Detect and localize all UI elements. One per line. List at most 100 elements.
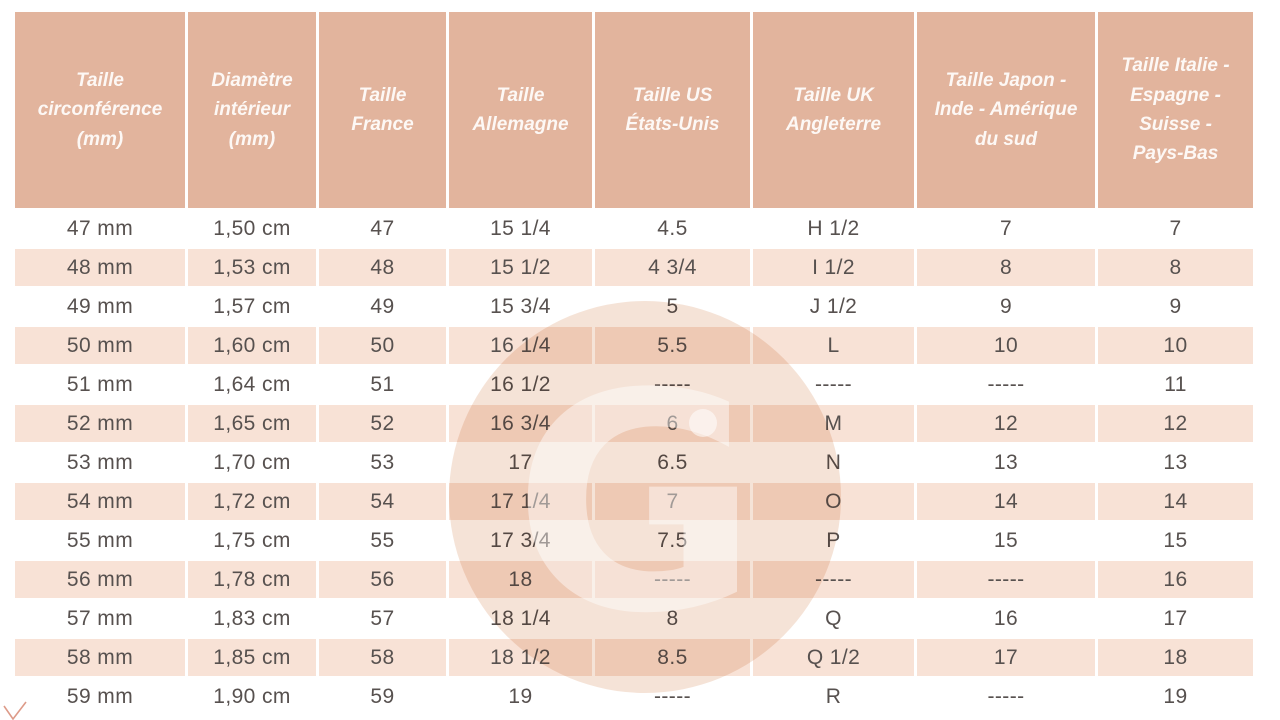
table-cell: 10 bbox=[917, 327, 1095, 364]
table-cell: 1,83 cm bbox=[188, 600, 316, 637]
table-cell: I 1/2 bbox=[753, 249, 914, 286]
table-cell: 13 bbox=[917, 444, 1095, 481]
table-cell: 49 mm bbox=[15, 288, 185, 325]
table-cell: 58 bbox=[319, 639, 446, 676]
table-cell: J 1/2 bbox=[753, 288, 914, 325]
table-cell: Q 1/2 bbox=[753, 639, 914, 676]
table-cell: ----- bbox=[917, 561, 1095, 598]
table-cell: O bbox=[753, 483, 914, 520]
table-cell: 56 mm bbox=[15, 561, 185, 598]
table-cell: 1,60 cm bbox=[188, 327, 316, 364]
table-cell: 15 1/4 bbox=[449, 210, 592, 247]
table-row: 52 mm 1,65 cm 52 16 3/4 6 M 12 12 bbox=[15, 405, 1253, 442]
table-cell: 17 1/4 bbox=[449, 483, 592, 520]
table-cell: 16 1/2 bbox=[449, 366, 592, 403]
table-row: 54 mm 1,72 cm 54 17 1/4 7 O 14 14 bbox=[15, 483, 1253, 520]
column-header: Taille UK Angleterre bbox=[753, 12, 914, 208]
table-cell: ----- bbox=[595, 678, 750, 715]
table-cell: 53 mm bbox=[15, 444, 185, 481]
table-cell: ----- bbox=[595, 366, 750, 403]
table-cell: 53 bbox=[319, 444, 446, 481]
table-cell: 9 bbox=[917, 288, 1095, 325]
table-cell: 1,78 cm bbox=[188, 561, 316, 598]
table-row: 51 mm 1,64 cm 51 16 1/2 ----- ----- ----- 11 bbox=[15, 366, 1253, 403]
table-cell: 54 bbox=[319, 483, 446, 520]
table-cell: 9 bbox=[1098, 288, 1253, 325]
table-cell: 11 bbox=[1098, 366, 1253, 403]
table-cell: 5.5 bbox=[595, 327, 750, 364]
table-cell: N bbox=[753, 444, 914, 481]
table-cell: 17 3/4 bbox=[449, 522, 592, 559]
table-cell: 54 mm bbox=[15, 483, 185, 520]
table-cell: 18 1/4 bbox=[449, 600, 592, 637]
table-cell: 5 bbox=[595, 288, 750, 325]
table-cell: 47 bbox=[319, 210, 446, 247]
table-cell: ----- bbox=[753, 561, 914, 598]
table-cell: 7 bbox=[595, 483, 750, 520]
table-cell: 16 1/4 bbox=[449, 327, 592, 364]
table-row: 47 mm 1,50 cm 47 15 1/4 4.5 H 1/2 7 7 bbox=[15, 210, 1253, 247]
table-cell: 6.5 bbox=[595, 444, 750, 481]
column-header: Taille circonférence (mm) bbox=[15, 12, 185, 208]
table-cell: 16 3/4 bbox=[449, 405, 592, 442]
table-cell: 7.5 bbox=[595, 522, 750, 559]
table-cell: 18 1/2 bbox=[449, 639, 592, 676]
column-header: Taille Italie - Espagne - Suisse - Pays-… bbox=[1098, 12, 1253, 208]
table-cell: 51 bbox=[319, 366, 446, 403]
table-cell: ----- bbox=[917, 678, 1095, 715]
table-cell: 48 mm bbox=[15, 249, 185, 286]
table-row: 48 mm 1,53 cm 48 15 1/2 4 3/4 I 1/2 8 8 bbox=[15, 249, 1253, 286]
table-cell: 1,50 cm bbox=[188, 210, 316, 247]
table-cell: 4 3/4 bbox=[595, 249, 750, 286]
table-cell: Q bbox=[753, 600, 914, 637]
ring-size-table: Taille circonférence (mm) Diamètre intéri… bbox=[12, 10, 1256, 717]
table-cell: 8 bbox=[595, 600, 750, 637]
table-cell: 51 mm bbox=[15, 366, 185, 403]
table-header-row: Taille circonférence (mm) Diamètre intéri… bbox=[15, 12, 1253, 208]
table-cell: 49 bbox=[319, 288, 446, 325]
column-header: Taille US États-Unis bbox=[595, 12, 750, 208]
table-cell: 8 bbox=[1098, 249, 1253, 286]
table-cell: 4.5 bbox=[595, 210, 750, 247]
table-cell: ----- bbox=[917, 366, 1095, 403]
table-cell: M bbox=[753, 405, 914, 442]
table-cell: 13 bbox=[1098, 444, 1253, 481]
table-cell: 1,64 cm bbox=[188, 366, 316, 403]
table-cell: 6 bbox=[595, 405, 750, 442]
table-row: 50 mm 1,60 cm 50 16 1/4 5.5 L 10 10 bbox=[15, 327, 1253, 364]
table-cell: 50 bbox=[319, 327, 446, 364]
table-cell: 1,65 cm bbox=[188, 405, 316, 442]
column-header: Taille France bbox=[319, 12, 446, 208]
table-cell: P bbox=[753, 522, 914, 559]
table-cell: 8.5 bbox=[595, 639, 750, 676]
table-cell: 17 bbox=[917, 639, 1095, 676]
table-row: 59 mm 1,90 cm 59 19 ----- R ----- 19 bbox=[15, 678, 1253, 715]
table-row: 57 mm 1,83 cm 57 18 1/4 8 Q 16 17 bbox=[15, 600, 1253, 637]
table-cell: 47 mm bbox=[15, 210, 185, 247]
column-header: Diamètre intérieur (mm) bbox=[188, 12, 316, 208]
table-cell: 1,75 cm bbox=[188, 522, 316, 559]
table-cell: 58 mm bbox=[15, 639, 185, 676]
table-cell: 57 mm bbox=[15, 600, 185, 637]
table-cell: 7 bbox=[1098, 210, 1253, 247]
column-header: Taille Japon - Inde - Amérique du sud bbox=[917, 12, 1095, 208]
table-cell: 12 bbox=[917, 405, 1095, 442]
table-cell: 19 bbox=[1098, 678, 1253, 715]
table-row: 58 mm 1,85 cm 58 18 1/2 8.5 Q 1/2 17 18 bbox=[15, 639, 1253, 676]
table-cell: 15 bbox=[917, 522, 1095, 559]
table-row: 56 mm 1,78 cm 56 18 ----- ----- ----- 16 bbox=[15, 561, 1253, 598]
table-cell: R bbox=[753, 678, 914, 715]
table-cell: 16 bbox=[917, 600, 1095, 637]
table-cell: 16 bbox=[1098, 561, 1253, 598]
table-cell: 12 bbox=[1098, 405, 1253, 442]
column-header: Taille Allemagne bbox=[449, 12, 592, 208]
table-cell: 15 3/4 bbox=[449, 288, 592, 325]
table-cell: 56 bbox=[319, 561, 446, 598]
table-cell: 1,53 cm bbox=[188, 249, 316, 286]
table-cell: 15 1/2 bbox=[449, 249, 592, 286]
table-cell: 10 bbox=[1098, 327, 1253, 364]
table-cell: 1,57 cm bbox=[188, 288, 316, 325]
table-cell: 19 bbox=[449, 678, 592, 715]
table-cell: 50 mm bbox=[15, 327, 185, 364]
table-cell: 7 bbox=[917, 210, 1095, 247]
